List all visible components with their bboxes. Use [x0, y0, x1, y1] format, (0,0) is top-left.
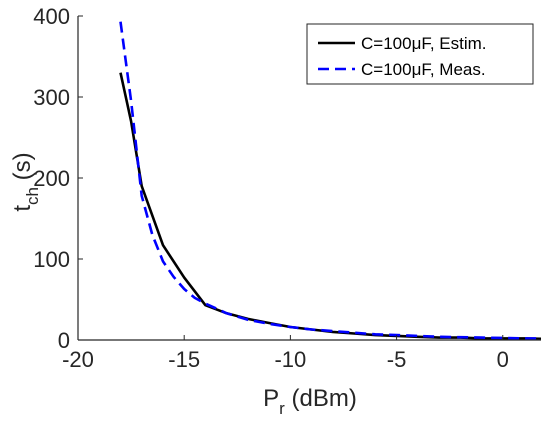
legend-label-meas: C=100μF, Meas. [361, 60, 486, 79]
x-axis-label-unit: (dBm) [285, 385, 357, 412]
y-tick-label: 0 [58, 328, 70, 353]
y-tick-label: 400 [33, 4, 70, 29]
legend: C=100μF, Estim. C=100μF, Meas. [306, 23, 534, 85]
x-tick-label: -5 [387, 347, 407, 372]
x-ticks: -20 -15 -10 -5 0 [62, 335, 509, 372]
x-axis-label-main: P [263, 385, 279, 412]
x-tick-label: -20 [62, 347, 94, 372]
y-axis-label-main: t [9, 205, 36, 212]
legend-box [306, 23, 534, 85]
series-layer [119, 21, 541, 341]
y-tick-label: 100 [33, 247, 70, 272]
x-tick-label: -10 [274, 347, 306, 372]
x-axis-label: Pr (dBm) [263, 385, 357, 418]
x-tick-label: 0 [497, 347, 509, 372]
y-tick-label: 300 [33, 85, 70, 110]
y-tick-label: 200 [33, 166, 70, 191]
y-axis-label-sub: ch [23, 187, 42, 205]
series-line-meas [119, 21, 541, 340]
y-axis-label-unit: (s) [9, 152, 36, 187]
y-ticks: 0 100 200 300 400 [33, 4, 83, 353]
x-tick-label: -15 [168, 347, 200, 372]
legend-label-estim: C=100μF, Estim. [361, 34, 487, 53]
y-axis-label: tch (s) [9, 152, 42, 211]
x-axis-label-sub: r [279, 399, 285, 418]
